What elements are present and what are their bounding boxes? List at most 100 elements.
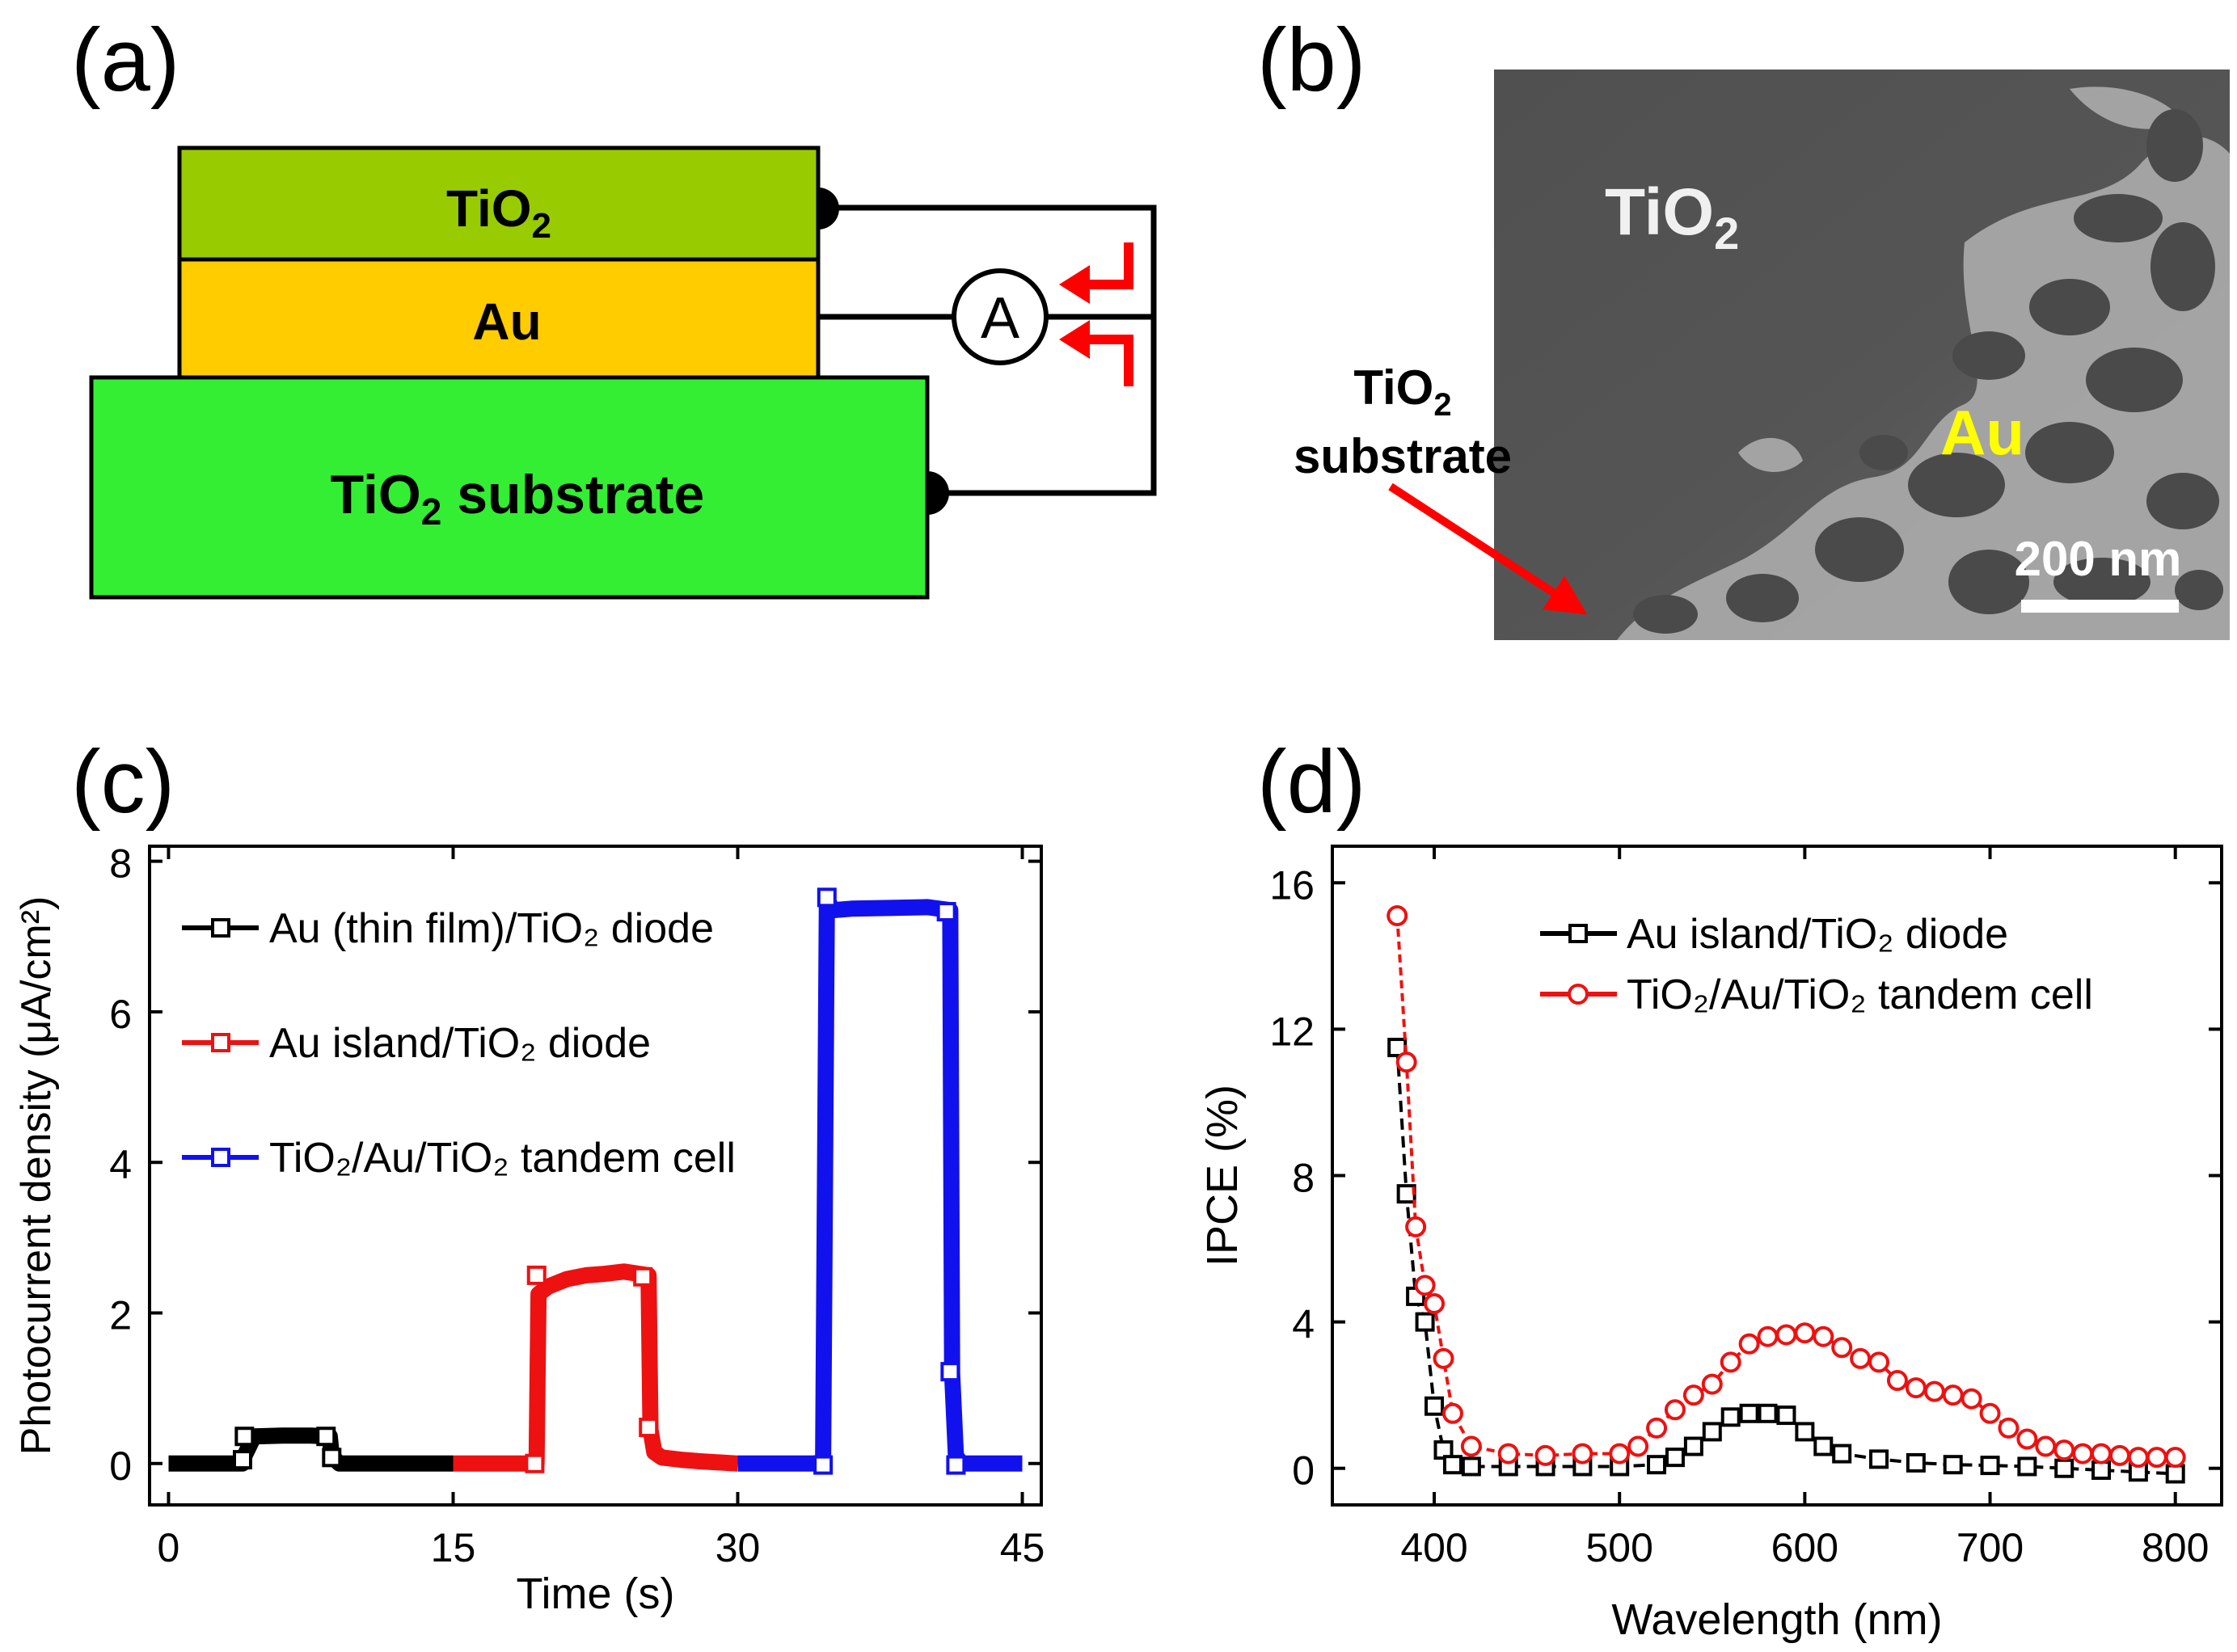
au-layer bbox=[177, 257, 821, 380]
data-point bbox=[1664, 1399, 1686, 1421]
y-axis-label: IPCE (%) bbox=[1198, 1085, 1247, 1266]
current-arrows bbox=[1083, 242, 1133, 386]
sem-scale-bar bbox=[2021, 600, 2179, 613]
legend-label: Au island/TiO₂ diode bbox=[269, 1020, 651, 1067]
data-point bbox=[1682, 1384, 1704, 1406]
data-point bbox=[1414, 1275, 1436, 1296]
data-point bbox=[1720, 1351, 1741, 1373]
legend-marker bbox=[211, 1148, 230, 1167]
data-point bbox=[2127, 1447, 2149, 1469]
data-point bbox=[2035, 1435, 2057, 1457]
data-point bbox=[1757, 1325, 1779, 1347]
data-point bbox=[1869, 1449, 1889, 1469]
data-point bbox=[1813, 1325, 1834, 1347]
contact-top bbox=[818, 188, 839, 230]
data-point bbox=[1850, 1347, 1872, 1369]
x-axis-label: Wavelength (nm) bbox=[1611, 1595, 1942, 1644]
data-point bbox=[1794, 1322, 1816, 1344]
data-point bbox=[2016, 1428, 2038, 1450]
series-line bbox=[168, 1427, 454, 1472]
contact-substrate bbox=[927, 471, 949, 515]
data-point bbox=[2054, 1458, 2075, 1478]
data-point bbox=[1775, 1324, 1797, 1346]
tio2-top-layer bbox=[177, 145, 821, 262]
y-tick-label: 4 bbox=[1292, 1302, 1315, 1347]
x-tick-label: 400 bbox=[1400, 1525, 1467, 1570]
data-point bbox=[1758, 1403, 1778, 1423]
data-point bbox=[2146, 1447, 2167, 1469]
tio2-substrate bbox=[89, 375, 930, 600]
legend-label: Au (thin film)/TiO₂ diode bbox=[269, 905, 714, 952]
sem-scale-bar-label: 200 nm bbox=[2015, 532, 2182, 586]
sem-substrate-label: TiO2 bbox=[1353, 360, 1451, 423]
data-point bbox=[232, 1450, 252, 1470]
y-tick-label: 0 bbox=[109, 1443, 132, 1489]
legend-marker bbox=[211, 1033, 230, 1052]
data-point bbox=[1943, 1455, 1963, 1475]
data-point bbox=[1405, 1216, 1427, 1237]
y-axis-label: Photocurrent density (μA/cm²) bbox=[13, 896, 60, 1456]
data-point bbox=[1424, 1292, 1446, 1314]
data-point bbox=[1868, 1351, 1890, 1373]
panel-label-a: (a) bbox=[71, 11, 179, 110]
data-point bbox=[526, 1265, 547, 1285]
data-point bbox=[1795, 1422, 1815, 1442]
x-tick-label: 600 bbox=[1771, 1525, 1838, 1570]
data-point bbox=[1415, 1312, 1435, 1332]
data-point bbox=[946, 1455, 966, 1475]
panel-label-d: (d) bbox=[1257, 732, 1365, 832]
au-layer-label: Au bbox=[472, 293, 541, 351]
data-point bbox=[1701, 1373, 1723, 1395]
data-point bbox=[2091, 1443, 2112, 1464]
data-point bbox=[1923, 1380, 1945, 1402]
series-line bbox=[453, 1263, 739, 1472]
ammeter-label: A bbox=[981, 286, 1019, 351]
sem-tio2-label: TiO2 bbox=[1605, 175, 1739, 259]
sem-substrate-label-line2: substrate bbox=[1294, 429, 1512, 483]
legend-label: TiO₂/Au/TiO₂ tandem cell bbox=[269, 1135, 736, 1182]
data-point bbox=[639, 1418, 659, 1438]
ipce-chart: 400 500 600 700 800 0 4 8 12 16 Wavelength (nm) IPC… bbox=[1198, 845, 2223, 1644]
data-point bbox=[1906, 1452, 1926, 1473]
y-tick-label: 6 bbox=[109, 992, 132, 1037]
data-point bbox=[1646, 1417, 1668, 1439]
panel-label-c: (c) bbox=[71, 732, 175, 832]
data-point bbox=[2091, 1460, 2112, 1480]
data-point bbox=[2164, 1447, 2186, 1469]
legend-marker bbox=[211, 918, 230, 938]
data-point bbox=[234, 1427, 255, 1447]
sem-substrate-arrow bbox=[1388, 483, 1588, 615]
data-point bbox=[1442, 1455, 1462, 1475]
legend-label: TiO₂/Au/TiO₂ tandem cell bbox=[1627, 971, 2093, 1018]
substrate-label: TiO2 substrate bbox=[331, 464, 705, 533]
x-tick-label: 30 bbox=[715, 1525, 761, 1570]
data-point bbox=[940, 1362, 960, 1382]
x-axis-label: Time (s) bbox=[517, 1570, 675, 1618]
x-tick-label: 15 bbox=[431, 1525, 476, 1570]
x-tick-label: 800 bbox=[2142, 1525, 2209, 1570]
data-point bbox=[817, 887, 837, 908]
data-point bbox=[1738, 1333, 1760, 1355]
data-point bbox=[1460, 1435, 1482, 1457]
series-line bbox=[737, 891, 1023, 1472]
circuit-wires bbox=[818, 204, 1157, 496]
y-tick-label: 0 bbox=[1292, 1448, 1315, 1494]
data-point bbox=[1683, 1436, 1703, 1456]
x-tick-label: 0 bbox=[158, 1525, 180, 1570]
data-point bbox=[1702, 1422, 1722, 1442]
data-point bbox=[1831, 1337, 1853, 1359]
data-point bbox=[2053, 1439, 2075, 1461]
data-point bbox=[1720, 1407, 1741, 1427]
panel-label-b: (b) bbox=[1257, 11, 1365, 110]
y-tick-label: 16 bbox=[1269, 862, 1315, 908]
plot-frame bbox=[148, 845, 1043, 1507]
y-tick-label: 2 bbox=[109, 1292, 132, 1338]
data-point bbox=[1886, 1370, 1908, 1392]
data-point bbox=[1461, 1456, 1481, 1477]
data-point bbox=[1387, 905, 1408, 927]
data-point bbox=[1647, 1455, 1667, 1475]
data-point bbox=[813, 1455, 834, 1475]
ammeter bbox=[952, 268, 1049, 365]
sem-au-label: Au bbox=[1940, 397, 2024, 468]
current-arrow-head-1 bbox=[1059, 265, 1090, 304]
